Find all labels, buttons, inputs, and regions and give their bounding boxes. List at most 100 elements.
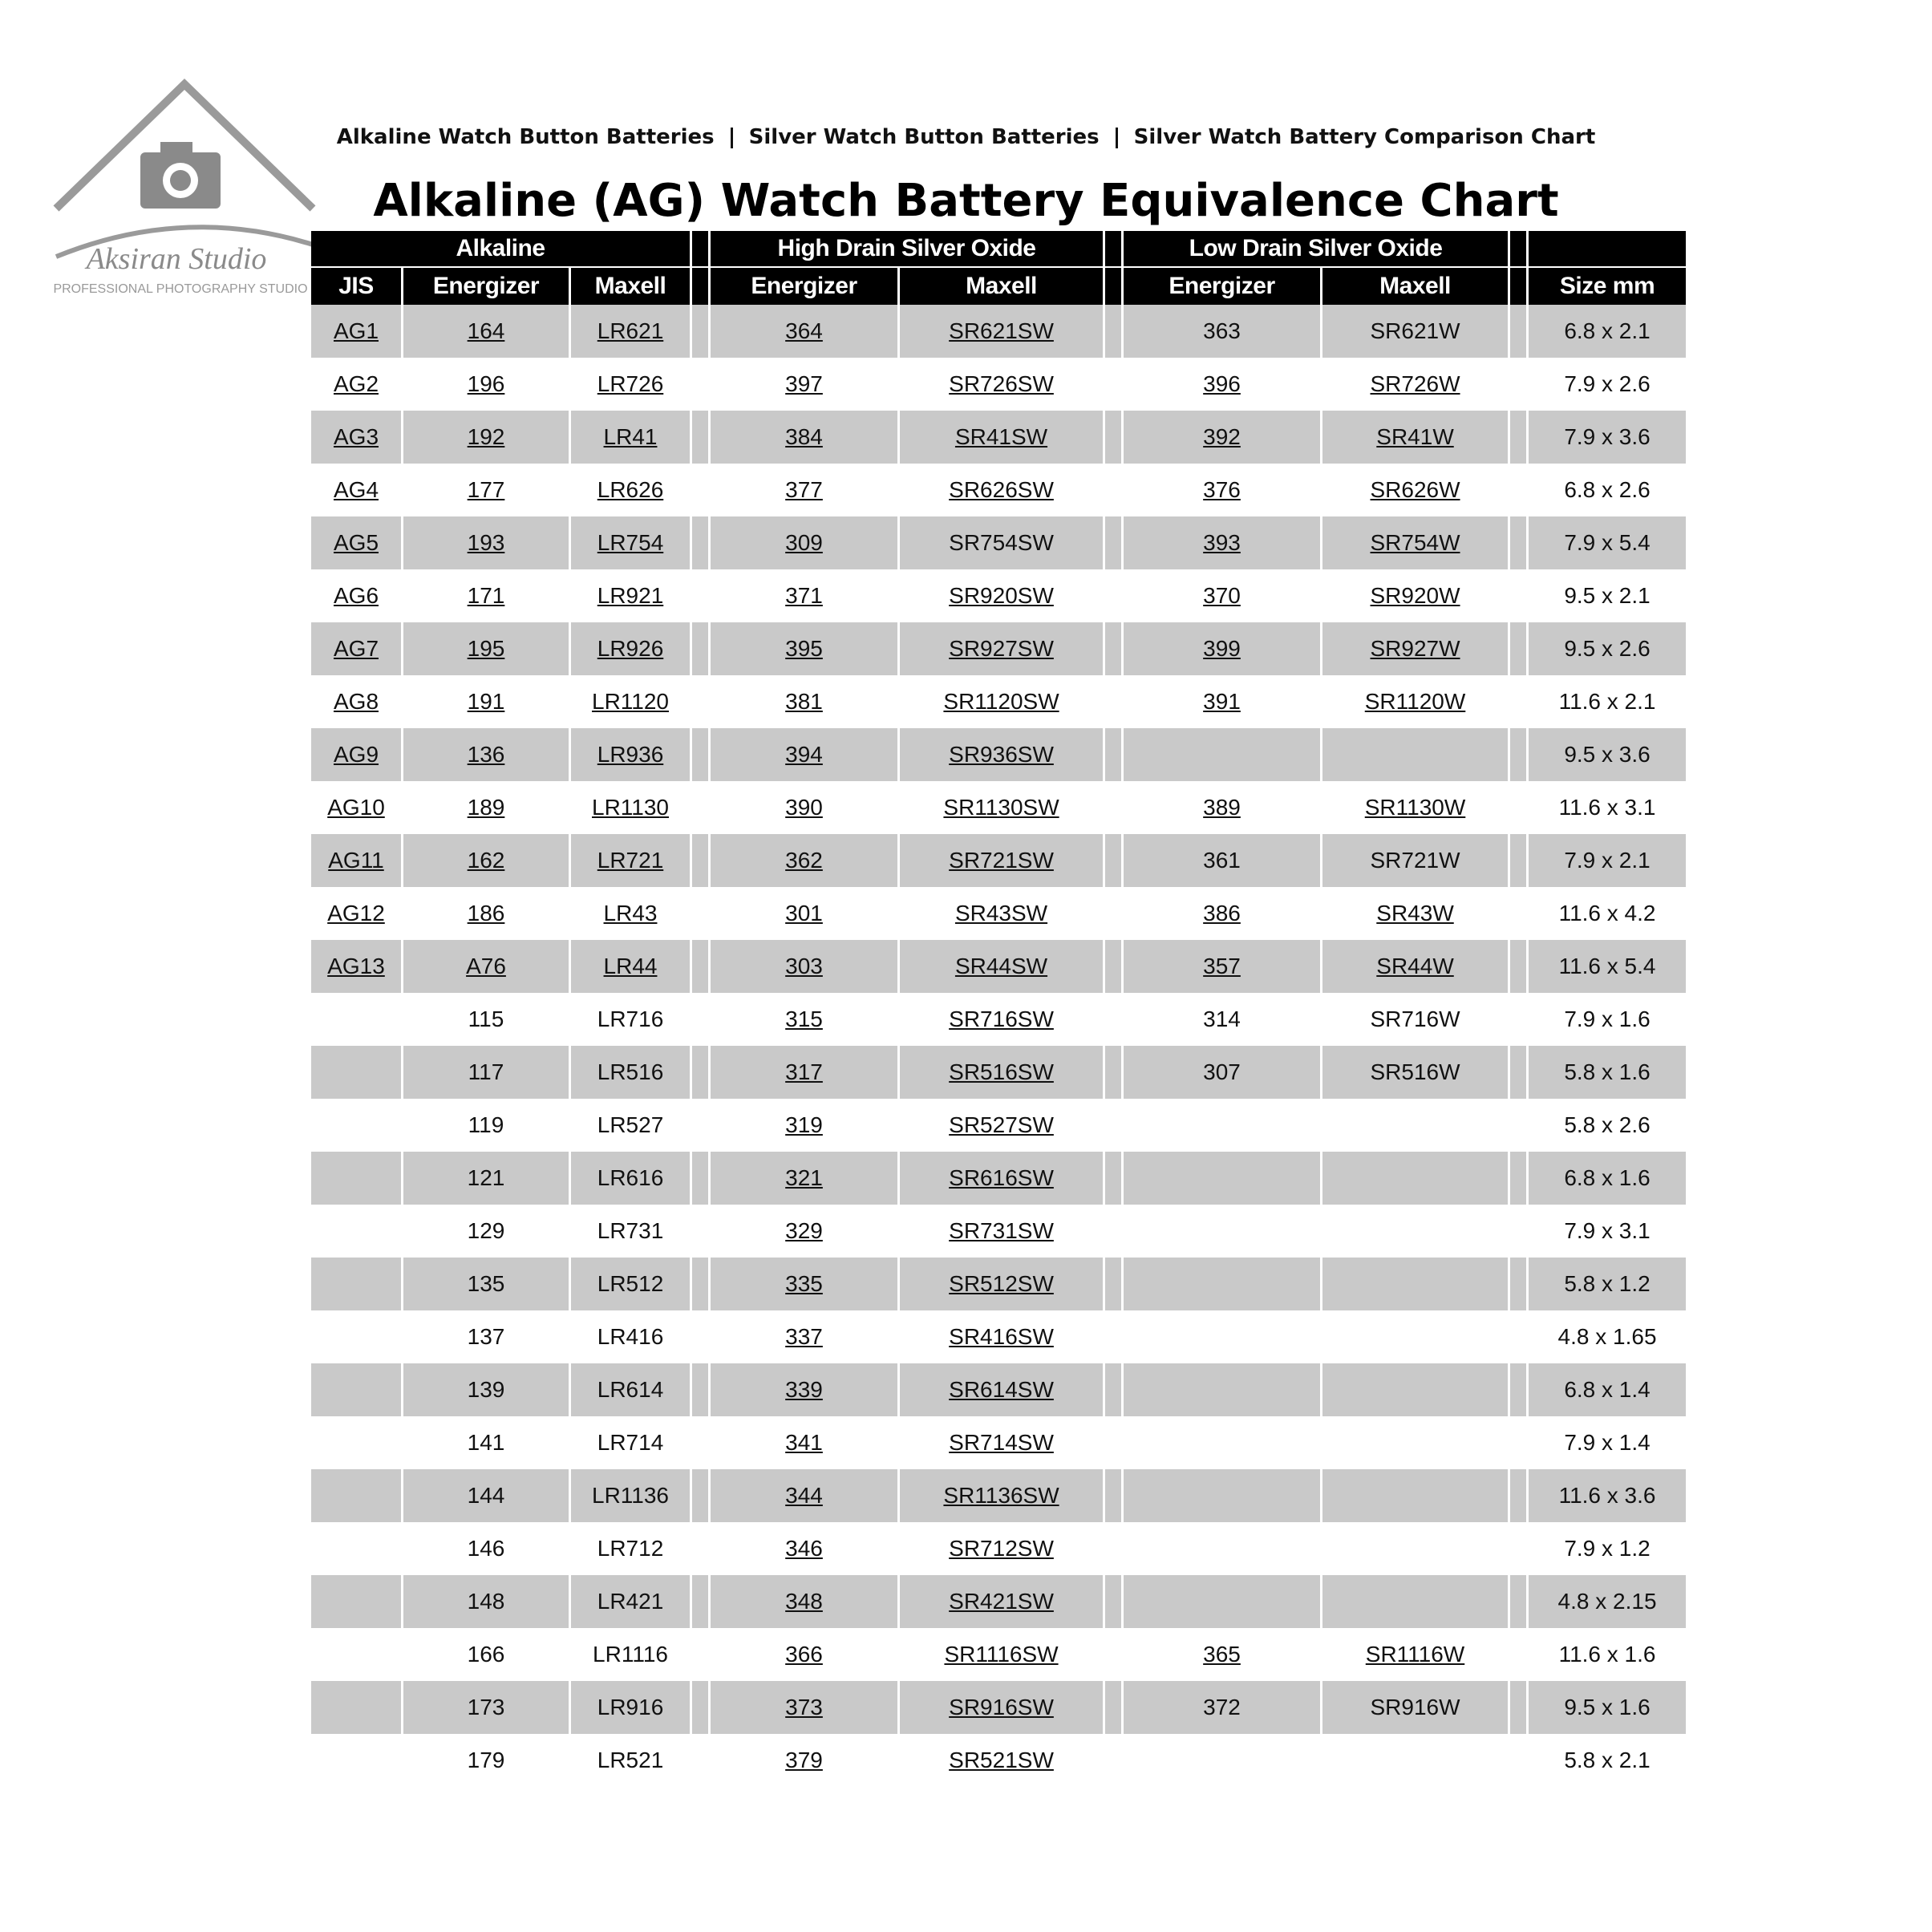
cell-link[interactable]: AG2 <box>333 371 379 396</box>
cell-link[interactable]: SR1120W <box>1364 689 1466 714</box>
cell-link[interactable]: SR754W <box>1370 530 1460 555</box>
cell-link[interactable]: 303 <box>785 954 823 978</box>
cell-link[interactable]: SR1130W <box>1364 795 1466 820</box>
cell-link[interactable]: 186 <box>467 901 505 925</box>
cell-link[interactable]: SR43SW <box>954 901 1048 925</box>
cell-link[interactable]: 396 <box>1203 371 1241 396</box>
cell-link[interactable]: SR927SW <box>949 636 1054 661</box>
cell-link[interactable]: 329 <box>785 1218 823 1243</box>
cell-link[interactable]: SR726W <box>1370 371 1460 396</box>
cell-link[interactable]: AG8 <box>333 689 379 714</box>
cell-link[interactable]: SR920SW <box>949 583 1054 608</box>
cell-link[interactable]: 399 <box>1203 636 1241 661</box>
cell-link[interactable]: AG11 <box>328 848 384 873</box>
cell-link[interactable]: LR626 <box>597 477 664 502</box>
cell-link[interactable]: SR44SW <box>954 954 1048 978</box>
cell-link[interactable]: SR521SW <box>949 1748 1054 1772</box>
cell-link[interactable]: 381 <box>785 689 823 714</box>
cell-link[interactable]: SR626W <box>1370 477 1460 502</box>
cell-link[interactable]: 164 <box>467 318 505 343</box>
nav-link[interactable]: Silver Watch Button Batteries <box>748 125 1100 149</box>
cell-link[interactable]: 390 <box>785 795 823 820</box>
cell-link[interactable]: 319 <box>785 1112 823 1137</box>
cell-link[interactable]: 136 <box>467 742 505 767</box>
cell-link[interactable]: 364 <box>785 318 823 343</box>
cell-link[interactable]: LR754 <box>597 530 664 555</box>
cell-link[interactable]: SR44W <box>1376 954 1454 978</box>
cell-link[interactable]: LR721 <box>597 848 664 873</box>
cell-link[interactable]: 321 <box>785 1165 823 1190</box>
cell-link[interactable]: SR1130SW <box>943 795 1059 820</box>
cell-link[interactable]: SR41SW <box>954 424 1048 449</box>
cell-link[interactable]: SR714SW <box>949 1430 1054 1455</box>
cell-link[interactable]: 348 <box>785 1589 823 1614</box>
cell-link[interactable]: AG9 <box>333 742 379 767</box>
cell-link[interactable]: A76 <box>466 954 506 978</box>
cell-link[interactable]: 386 <box>1203 901 1241 925</box>
cell-link[interactable]: 393 <box>1203 530 1241 555</box>
cell-link[interactable]: SR916SW <box>949 1695 1054 1719</box>
cell-link[interactable]: 344 <box>785 1483 823 1508</box>
cell-link[interactable]: SR731SW <box>949 1218 1054 1243</box>
cell-link[interactable]: 193 <box>467 530 505 555</box>
cell-link[interactable]: 392 <box>1203 424 1241 449</box>
cell-link[interactable]: AG3 <box>333 424 379 449</box>
cell-link[interactable]: SR726SW <box>949 371 1054 396</box>
cell-link[interactable]: SR920W <box>1370 583 1460 608</box>
cell-link[interactable]: AG7 <box>333 636 379 661</box>
cell-link[interactable]: 317 <box>785 1059 823 1084</box>
cell-link[interactable]: 391 <box>1203 689 1241 714</box>
cell-link[interactable]: 301 <box>785 901 823 925</box>
cell-link[interactable]: 191 <box>467 689 505 714</box>
cell-link[interactable]: AG4 <box>333 477 379 502</box>
cell-link[interactable]: 389 <box>1203 795 1241 820</box>
cell-link[interactable]: 384 <box>785 424 823 449</box>
cell-link[interactable]: 394 <box>785 742 823 767</box>
cell-link[interactable]: LR726 <box>597 371 664 396</box>
cell-link[interactable]: 337 <box>785 1324 823 1349</box>
cell-link[interactable]: AG6 <box>333 583 379 608</box>
cell-link[interactable]: AG1 <box>333 318 379 343</box>
cell-link[interactable]: SR1116SW <box>944 1642 1059 1667</box>
cell-link[interactable]: SR416SW <box>949 1324 1054 1349</box>
cell-link[interactable]: 189 <box>467 795 505 820</box>
cell-link[interactable]: 309 <box>785 530 823 555</box>
cell-link[interactable]: 373 <box>785 1695 823 1719</box>
cell-link[interactable]: 366 <box>785 1642 823 1667</box>
cell-link[interactable]: AG12 <box>327 901 385 925</box>
cell-link[interactable]: SR621SW <box>949 318 1054 343</box>
cell-link[interactable]: SR41W <box>1376 424 1454 449</box>
cell-link[interactable]: SR936SW <box>949 742 1054 767</box>
cell-link[interactable]: SR712SW <box>949 1536 1054 1561</box>
cell-link[interactable]: SR927W <box>1370 636 1460 661</box>
cell-link[interactable]: AG13 <box>327 954 385 978</box>
cell-link[interactable]: 397 <box>785 371 823 396</box>
cell-link[interactable]: SR516SW <box>949 1059 1054 1084</box>
cell-link[interactable]: 196 <box>467 371 505 396</box>
cell-link[interactable]: SR1136SW <box>943 1483 1059 1508</box>
cell-link[interactable]: 357 <box>1203 954 1241 978</box>
cell-link[interactable]: 192 <box>467 424 505 449</box>
cell-link[interactable]: 377 <box>785 477 823 502</box>
cell-link[interactable]: LR936 <box>597 742 664 767</box>
cell-link[interactable]: LR41 <box>603 424 658 449</box>
nav-link[interactable]: Alkaline Watch Button Batteries <box>336 125 715 149</box>
cell-link[interactable]: 371 <box>785 583 823 608</box>
cell-link[interactable]: SR1120SW <box>943 689 1059 714</box>
cell-link[interactable]: 341 <box>785 1430 823 1455</box>
cell-link[interactable]: SR1116W <box>1365 1642 1465 1667</box>
cell-link[interactable]: SR527SW <box>949 1112 1054 1137</box>
cell-link[interactable]: LR621 <box>597 318 664 343</box>
cell-link[interactable]: SR43W <box>1376 901 1454 925</box>
cell-link[interactable]: LR44 <box>603 954 658 978</box>
cell-link[interactable]: 376 <box>1203 477 1241 502</box>
cell-link[interactable]: SR421SW <box>949 1589 1054 1614</box>
cell-link[interactable]: SR616SW <box>949 1165 1054 1190</box>
cell-link[interactable]: 370 <box>1203 583 1241 608</box>
cell-link[interactable]: LR921 <box>597 583 664 608</box>
cell-link[interactable]: LR1120 <box>592 689 670 714</box>
cell-link[interactable]: AG5 <box>333 530 379 555</box>
cell-link[interactable]: 177 <box>467 477 505 502</box>
cell-link[interactable]: 395 <box>785 636 823 661</box>
cell-link[interactable]: 335 <box>785 1271 823 1296</box>
